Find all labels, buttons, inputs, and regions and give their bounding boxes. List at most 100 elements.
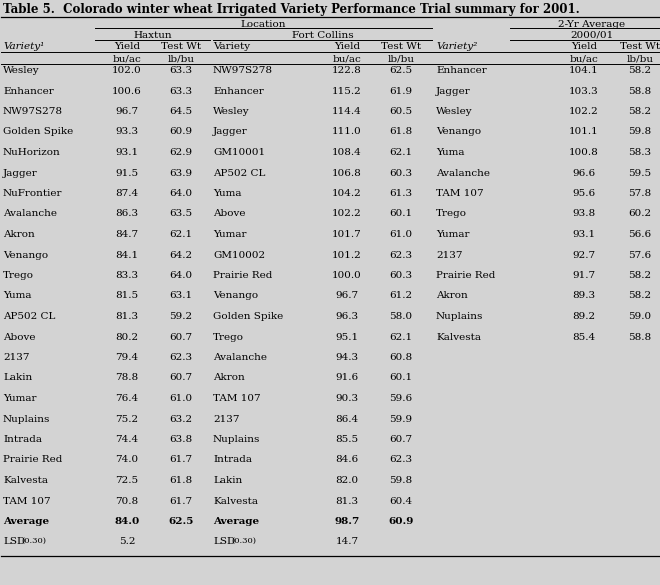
Text: 74.4: 74.4: [115, 435, 139, 444]
Text: 60.2: 60.2: [628, 209, 651, 219]
Text: Venango: Venango: [3, 250, 48, 260]
Text: 60.7: 60.7: [170, 332, 193, 342]
Text: 59.9: 59.9: [389, 415, 412, 424]
Text: Table 5.  Colorado winter wheat Irrigated Variety Performance Trial summary for : Table 5. Colorado winter wheat Irrigated…: [3, 3, 579, 16]
Text: 62.5: 62.5: [389, 66, 412, 75]
Text: AP502 CL: AP502 CL: [3, 312, 55, 321]
Text: 62.1: 62.1: [389, 332, 412, 342]
Text: 61.8: 61.8: [170, 476, 193, 485]
Text: 60.3: 60.3: [389, 271, 412, 280]
Text: 62.5: 62.5: [168, 517, 193, 526]
Text: 114.4: 114.4: [332, 107, 362, 116]
Text: lb/bu: lb/bu: [387, 54, 414, 63]
Text: 58.8: 58.8: [628, 87, 651, 95]
Text: 57.6: 57.6: [628, 250, 651, 260]
Text: Akron: Akron: [3, 230, 35, 239]
Text: 100.8: 100.8: [569, 148, 599, 157]
Text: Avalanche: Avalanche: [436, 168, 490, 177]
Text: 102.2: 102.2: [569, 107, 599, 116]
Text: LSD: LSD: [213, 538, 235, 546]
Text: Wesley: Wesley: [3, 66, 40, 75]
Text: 84.6: 84.6: [335, 456, 358, 464]
Text: Nuplains: Nuplains: [213, 435, 261, 444]
Text: Intrada: Intrada: [213, 456, 252, 464]
Text: GM10002: GM10002: [213, 250, 265, 260]
Text: 14.7: 14.7: [335, 538, 358, 546]
Text: Average: Average: [213, 517, 259, 526]
Text: Fort Collins: Fort Collins: [292, 31, 354, 40]
Text: 57.8: 57.8: [628, 189, 651, 198]
Text: 61.0: 61.0: [389, 230, 412, 239]
Text: 61.0: 61.0: [170, 394, 193, 403]
Text: Akron: Akron: [213, 373, 245, 383]
Text: 62.9: 62.9: [170, 148, 193, 157]
Text: Enhancer: Enhancer: [436, 66, 487, 75]
Text: Test Wt: Test Wt: [161, 42, 201, 51]
Text: 61.9: 61.9: [389, 87, 412, 95]
Text: 59.0: 59.0: [628, 312, 651, 321]
Text: Yield: Yield: [571, 42, 597, 51]
Text: 62.3: 62.3: [389, 456, 412, 464]
Text: Avalanche: Avalanche: [213, 353, 267, 362]
Text: TAM 107: TAM 107: [213, 394, 261, 403]
Text: 108.4: 108.4: [332, 148, 362, 157]
Text: 64.0: 64.0: [170, 189, 193, 198]
Text: NuFrontier: NuFrontier: [3, 189, 63, 198]
Text: Jagger: Jagger: [213, 128, 248, 136]
Text: 101.1: 101.1: [569, 128, 599, 136]
Text: Lakin: Lakin: [3, 373, 32, 383]
Text: 115.2: 115.2: [332, 87, 362, 95]
Text: 85.5: 85.5: [335, 435, 358, 444]
Text: Yuma: Yuma: [3, 291, 32, 301]
Text: 72.5: 72.5: [115, 476, 139, 485]
Text: Wesley: Wesley: [436, 107, 473, 116]
Text: 60.1: 60.1: [389, 373, 412, 383]
Text: 104.2: 104.2: [332, 189, 362, 198]
Text: 93.1: 93.1: [572, 230, 595, 239]
Text: Variety¹: Variety¹: [3, 42, 44, 51]
Text: 62.3: 62.3: [389, 250, 412, 260]
Text: 62.3: 62.3: [170, 353, 193, 362]
Text: Kalvesta: Kalvesta: [436, 332, 481, 342]
Text: Golden Spike: Golden Spike: [213, 312, 283, 321]
Text: 93.8: 93.8: [572, 209, 595, 219]
Text: 60.5: 60.5: [389, 107, 412, 116]
Text: Venango: Venango: [436, 128, 481, 136]
Text: 58.2: 58.2: [628, 107, 651, 116]
Text: Golden Spike: Golden Spike: [3, 128, 73, 136]
Text: 122.8: 122.8: [332, 66, 362, 75]
Text: 96.7: 96.7: [335, 291, 358, 301]
Text: 60.7: 60.7: [389, 435, 412, 444]
Text: 64.5: 64.5: [170, 107, 193, 116]
Text: Yield: Yield: [334, 42, 360, 51]
Text: 89.2: 89.2: [572, 312, 595, 321]
Text: (0.30): (0.30): [231, 536, 256, 545]
Text: Yuma: Yuma: [436, 148, 465, 157]
Text: TAM 107: TAM 107: [3, 497, 51, 505]
Text: 60.9: 60.9: [388, 517, 414, 526]
Text: 2137: 2137: [213, 415, 240, 424]
Text: 87.4: 87.4: [115, 189, 139, 198]
Text: 60.7: 60.7: [170, 373, 193, 383]
Text: 94.3: 94.3: [335, 353, 358, 362]
Text: 60.1: 60.1: [389, 209, 412, 219]
Text: 84.7: 84.7: [115, 230, 139, 239]
Text: 2-Yr Average: 2-Yr Average: [558, 20, 626, 29]
Text: Kalvesta: Kalvesta: [3, 476, 48, 485]
Text: 89.3: 89.3: [572, 291, 595, 301]
Text: Nuplains: Nuplains: [436, 312, 483, 321]
Text: 91.6: 91.6: [335, 373, 358, 383]
Text: Yield: Yield: [114, 42, 140, 51]
Text: Jagger: Jagger: [3, 168, 38, 177]
Text: 75.2: 75.2: [115, 415, 139, 424]
Text: 86.3: 86.3: [115, 209, 139, 219]
Text: 62.1: 62.1: [389, 148, 412, 157]
Text: 59.5: 59.5: [628, 168, 651, 177]
Text: 64.0: 64.0: [170, 271, 193, 280]
Text: 81.3: 81.3: [335, 497, 358, 505]
Text: 58.2: 58.2: [628, 66, 651, 75]
Text: Variety: Variety: [213, 42, 250, 51]
Text: 82.0: 82.0: [335, 476, 358, 485]
Text: GM10001: GM10001: [213, 148, 265, 157]
Text: Jagger: Jagger: [436, 87, 471, 95]
